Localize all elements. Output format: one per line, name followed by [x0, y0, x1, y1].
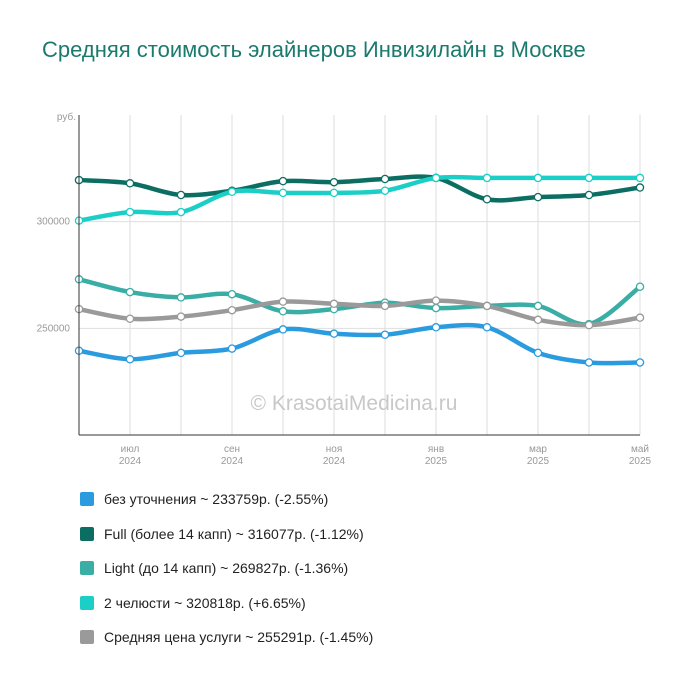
data-point [635, 183, 645, 192]
x-tick-month: ноя [326, 444, 343, 455]
series-2 челюсти [74, 173, 645, 225]
legend-label: Full (более 14 капп) ~ 316077р. (-1.12%) [104, 525, 364, 542]
x-tick-month: май [631, 444, 649, 455]
legend-swatch [80, 630, 94, 645]
legend-swatch [80, 595, 94, 610]
data-point [635, 358, 645, 367]
data-point [329, 177, 339, 187]
data-point [125, 207, 135, 217]
legend: без уточнения ~ 233759р. (-2.55%) Full (… [80, 482, 373, 655]
data-point [482, 173, 492, 183]
data-point [533, 315, 543, 325]
data-point [278, 325, 288, 334]
legend-swatch [80, 561, 94, 576]
legend-label: 2 челюсти ~ 320818р. (+6.65%) [104, 594, 306, 611]
series-Средняя цена услуги [74, 296, 645, 330]
data-point [482, 323, 492, 332]
data-point [227, 305, 237, 315]
data-point [329, 329, 339, 338]
x-tick-year: 2024 [221, 456, 244, 467]
data-point [227, 187, 237, 197]
data-point [227, 344, 237, 353]
x-tick-month: мар [529, 444, 547, 455]
legend-item[interactable]: без уточнения ~ 233759р. (-2.55%) [80, 482, 373, 517]
data-point [380, 174, 390, 184]
y-tick-label: 250000 [37, 323, 71, 334]
data-point [431, 296, 441, 305]
data-point [329, 188, 339, 198]
y-axis-unit-label: руб. [57, 111, 76, 123]
data-point [584, 320, 594, 330]
data-point [125, 355, 135, 364]
chart-title: Средняя стоимость элайнеров Инвизилайн в… [42, 37, 586, 62]
x-tick-year: 2024 [323, 456, 346, 467]
data-point [176, 190, 186, 200]
series-layer [74, 173, 645, 367]
data-point [176, 293, 186, 302]
x-tick-year: 2025 [629, 456, 652, 467]
data-point [635, 282, 645, 291]
data-point [635, 173, 645, 183]
x-tick-year: 2025 [425, 456, 448, 467]
data-point [380, 330, 390, 339]
x-tick-month: июл [121, 444, 140, 455]
data-point [125, 314, 135, 323]
data-point [533, 301, 543, 311]
legend-item[interactable]: Light (до 14 капп) ~ 269827р. (-1.36%) [80, 551, 373, 586]
data-point [278, 176, 288, 186]
x-tick-labels: июл2024сен2024ноя2024янв2025мар2025май20… [119, 444, 652, 467]
x-tick-month: сен [224, 444, 240, 455]
data-point [584, 173, 594, 183]
legend-item[interactable]: Full (более 14 капп) ~ 316077р. (-1.12%) [80, 517, 373, 552]
data-point [329, 299, 339, 309]
grid-layer [78, 115, 641, 435]
data-point [176, 312, 186, 321]
x-tick-month: янв [428, 444, 444, 455]
data-point [431, 323, 441, 332]
legend-swatch [80, 492, 94, 507]
watermark: © KrasotaiMedicina.ru [251, 392, 458, 415]
y-tick-labels: 250000 300000 [37, 217, 71, 335]
legend-label: Light (до 14 капп) ~ 269827р. (-1.36%) [104, 560, 349, 577]
x-tick-year: 2024 [119, 456, 142, 467]
legend-label: без уточнения ~ 233759р. (-2.55%) [104, 491, 329, 508]
data-point [482, 301, 492, 311]
legend-item[interactable]: 2 челюсти ~ 320818р. (+6.65%) [80, 586, 373, 621]
data-point [533, 192, 543, 202]
data-point [278, 307, 288, 316]
y-tick-label: 300000 [37, 217, 71, 228]
data-point [431, 303, 441, 313]
data-point [533, 173, 543, 183]
data-point [227, 289, 237, 299]
series-line [76, 322, 643, 366]
series-без уточнения [74, 322, 645, 367]
data-point [482, 195, 492, 204]
data-point [176, 207, 186, 217]
legend-label: Средняя цена услуги ~ 255291р. (-1.45%) [104, 629, 374, 646]
data-point [176, 348, 186, 358]
legend-item[interactable]: Средняя цена услуги ~ 255291р. (-1.45%) [80, 620, 373, 655]
data-point [125, 179, 135, 188]
axis-layer [78, 115, 640, 436]
data-point [584, 358, 594, 367]
data-point [380, 186, 390, 195]
data-point [278, 297, 288, 306]
data-point [125, 287, 135, 297]
data-point [635, 313, 645, 322]
x-tick-year: 2025 [527, 456, 550, 467]
data-point [533, 348, 543, 358]
legend-swatch [80, 526, 94, 541]
data-point [380, 301, 390, 311]
data-point [278, 188, 288, 198]
data-point [584, 190, 594, 200]
data-point [431, 173, 441, 183]
